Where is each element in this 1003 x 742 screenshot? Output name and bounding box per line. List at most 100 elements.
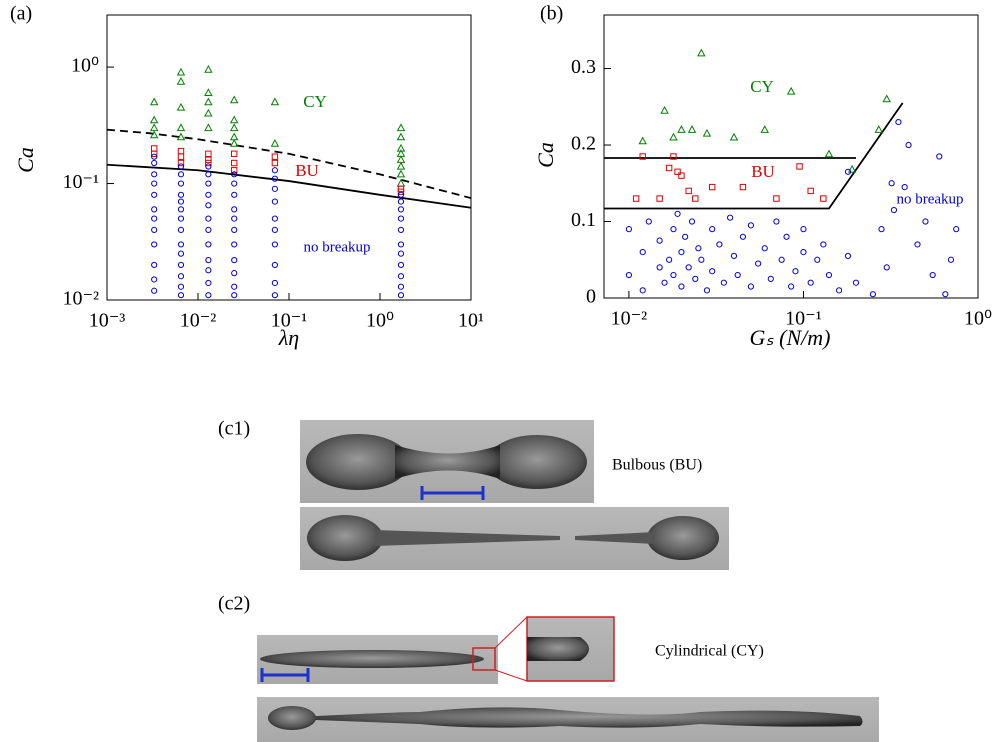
point <box>396 123 406 132</box>
point <box>661 279 668 286</box>
photo-c2-top <box>257 616 528 684</box>
point <box>231 226 238 233</box>
point <box>151 215 158 222</box>
point <box>397 191 405 198</box>
point <box>698 256 705 263</box>
plot-frame <box>603 14 979 299</box>
x-axis-label: λη <box>278 325 299 350</box>
point <box>666 256 673 263</box>
point <box>739 233 747 240</box>
point <box>739 183 747 191</box>
point <box>205 257 212 264</box>
x-tick-label: 10⁻¹ <box>271 310 308 332</box>
y-tick-label: 10⁻² <box>62 288 99 310</box>
point <box>271 215 279 222</box>
point <box>229 115 239 124</box>
point <box>204 108 213 117</box>
point <box>151 287 158 294</box>
point <box>914 241 921 248</box>
point <box>151 276 158 283</box>
point <box>807 279 814 286</box>
point <box>271 241 279 248</box>
point <box>151 226 158 233</box>
point <box>396 161 406 170</box>
point <box>947 256 955 263</box>
point <box>271 175 279 182</box>
point <box>625 226 633 233</box>
point <box>786 86 796 95</box>
point <box>844 168 852 175</box>
point <box>271 279 279 287</box>
point <box>883 264 890 271</box>
point <box>177 241 185 248</box>
point <box>767 275 774 282</box>
point <box>783 233 790 240</box>
point <box>942 291 949 298</box>
point <box>761 245 768 252</box>
point <box>888 180 895 187</box>
y-tick-label: 0 <box>586 286 596 308</box>
point <box>271 226 279 233</box>
x-tick-label: 10⁻³ <box>89 310 126 332</box>
point <box>778 256 785 263</box>
series-label: BU <box>751 162 775 181</box>
y-axis-label: Ca <box>533 142 558 168</box>
y-tick-label: 0.1 <box>571 209 596 231</box>
point <box>901 183 908 191</box>
point <box>150 145 158 152</box>
y-tick-label: 10⁻¹ <box>62 171 99 193</box>
point <box>788 283 795 290</box>
point <box>678 172 685 179</box>
point <box>852 279 860 286</box>
point <box>151 261 158 269</box>
point <box>205 202 212 209</box>
point <box>716 241 723 248</box>
boundary-line <box>106 128 472 199</box>
panel-label: (c2) <box>218 593 250 615</box>
point <box>878 226 885 233</box>
point <box>844 252 852 260</box>
point <box>639 249 646 256</box>
x-tick-label: 10⁻¹ <box>785 308 822 330</box>
point <box>205 163 212 170</box>
point <box>645 218 652 225</box>
point <box>890 206 898 214</box>
point <box>874 125 883 133</box>
point <box>396 169 406 178</box>
point <box>660 105 669 114</box>
photo-c1-top <box>300 420 594 503</box>
point <box>727 214 734 221</box>
point <box>697 48 706 57</box>
point <box>176 123 186 132</box>
x-tick-label: 10⁰ <box>366 310 394 332</box>
point <box>151 171 158 178</box>
point <box>396 132 406 141</box>
series-label: CY <box>303 92 327 111</box>
point <box>397 198 405 205</box>
point <box>149 115 159 124</box>
point <box>638 136 647 145</box>
panel-label: (a) <box>10 3 32 25</box>
y-axis-label: Ca <box>13 147 38 173</box>
point <box>720 279 727 286</box>
photo-caption: Bulbous (BU) <box>612 457 702 474</box>
point <box>734 271 741 279</box>
point <box>702 128 712 137</box>
point <box>687 125 697 133</box>
point <box>176 102 186 111</box>
point <box>205 279 212 287</box>
point <box>205 241 212 248</box>
point <box>685 187 692 195</box>
boundary-line <box>106 163 472 209</box>
point <box>677 125 686 133</box>
point <box>229 95 239 104</box>
point <box>204 123 213 132</box>
point <box>231 171 238 178</box>
point <box>895 118 902 126</box>
point <box>800 226 807 233</box>
point <box>800 249 807 256</box>
point <box>639 153 646 160</box>
point <box>692 195 699 202</box>
point <box>825 271 833 279</box>
point <box>835 287 843 294</box>
